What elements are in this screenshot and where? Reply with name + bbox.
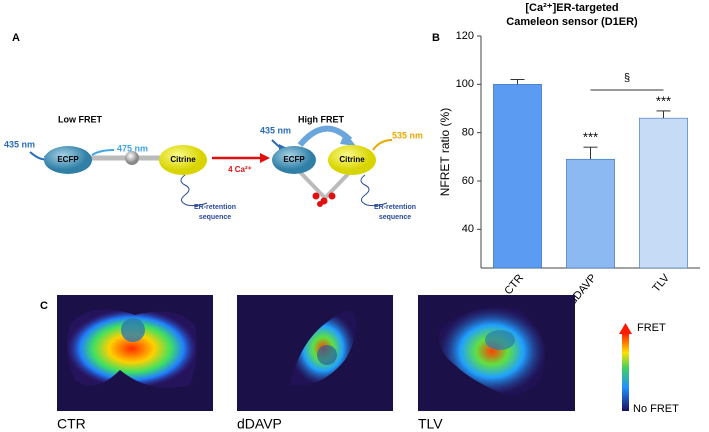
diagram-label: High FRET — [298, 114, 344, 124]
diagram-label: 475 nm — [117, 143, 148, 153]
image-label: CTR — [57, 416, 86, 432]
y-tick-label: 100 — [456, 78, 474, 90]
bar — [493, 84, 542, 269]
diagram-label: 4 Ca²⁺ — [228, 165, 252, 174]
y-tick-label: 40 — [462, 223, 474, 235]
y-tick-label: 120 — [456, 30, 474, 42]
bar — [566, 158, 615, 269]
significance-label: *** — [583, 130, 598, 145]
significance-label: § — [624, 72, 630, 84]
panel-label: B — [432, 32, 440, 44]
y-tick-label: 60 — [462, 175, 474, 187]
y-axis-label: NFRET ratio (%) — [438, 108, 452, 196]
diagram-label: ECFP — [57, 155, 79, 164]
panel-label: C — [40, 300, 48, 312]
fret-diagram: Low FRET 435 nm 475 nm ECFP Citrine ER-r… — [4, 114, 423, 220]
diagram-label: sequence — [379, 214, 411, 221]
diagram-label: Citrine — [170, 155, 196, 164]
scale-label: FRET — [637, 322, 666, 334]
diagram-label: 435 nm — [4, 139, 35, 149]
chart-title: [Ca²⁺]ER-targeted — [525, 2, 618, 14]
bar — [639, 117, 688, 269]
image-label: TLV — [418, 416, 443, 432]
significance-label: *** — [656, 93, 671, 108]
image-label: dDAVP — [237, 416, 282, 432]
diagram-label: ER-retention — [194, 204, 236, 211]
x-tick-label: TLV — [650, 272, 672, 295]
diagram-label: ECFP — [283, 155, 305, 164]
x-tick-label: CTR — [502, 272, 526, 297]
diagram-label: Citrine — [339, 155, 365, 164]
diagram-label: ER-retention — [374, 204, 416, 211]
diagram-label: 435 nm — [260, 125, 291, 135]
bar-chart: [Ca²⁺]ER-targeted Cameleon sensor (D1ER)… — [438, 2, 700, 307]
fret-images: CTR dDAVP TLV FRET No FRET — [57, 295, 679, 432]
panel-label: A — [12, 32, 20, 44]
chart-title: Cameleon sensor (D1ER) — [506, 16, 638, 28]
diagram-label: sequence — [199, 214, 231, 221]
diagram-label: Low FRET — [58, 114, 102, 124]
y-tick-label: 80 — [462, 127, 474, 139]
scale-label: No FRET — [633, 403, 679, 415]
diagram-label: 535 nm — [392, 130, 423, 140]
